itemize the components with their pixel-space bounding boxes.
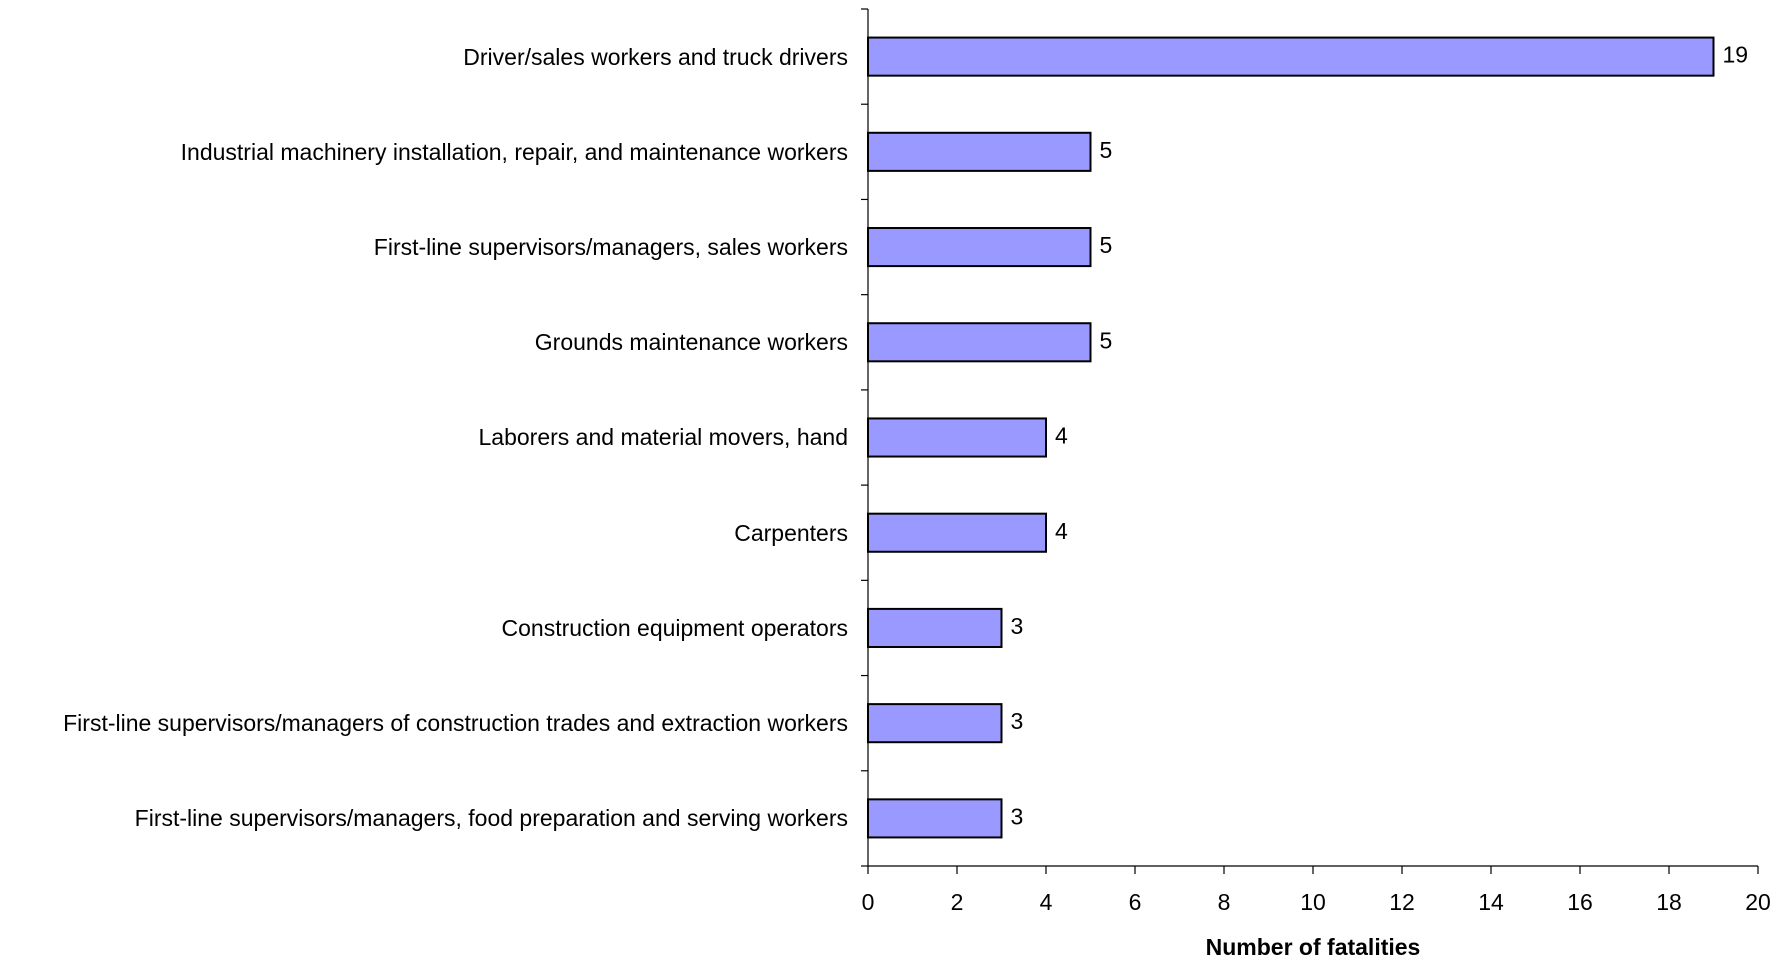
x-axis-title: Number of fatalities bbox=[1206, 934, 1421, 960]
x-tick-label: 14 bbox=[1478, 889, 1504, 915]
category-text: Construction equipment operators bbox=[501, 614, 848, 641]
category-text: Grounds maintenance workers bbox=[534, 329, 848, 356]
bar bbox=[867, 703, 1003, 744]
x-tick-label: 0 bbox=[862, 889, 875, 915]
category-text: First-line supervisors/managers of const… bbox=[63, 710, 848, 737]
x-tick-label: 2 bbox=[951, 889, 964, 915]
y-tick-label: Carpenters bbox=[0, 485, 848, 580]
y-tick-label: Construction equipment operators bbox=[0, 580, 848, 675]
y-tick-label: Laborers and material movers, hand bbox=[0, 390, 848, 485]
y-tick-label: First-line supervisors/managers, sales w… bbox=[0, 199, 848, 294]
bar bbox=[867, 131, 1092, 172]
data-label: 5 bbox=[1100, 232, 1113, 258]
category-text: Industrial machinery installation, repai… bbox=[180, 138, 848, 165]
y-tick-label: Driver/sales workers and truck drivers bbox=[0, 9, 848, 104]
data-label: 3 bbox=[1011, 803, 1024, 829]
y-tick-label: Grounds maintenance workers bbox=[0, 295, 848, 390]
data-label: 4 bbox=[1055, 518, 1068, 544]
bar bbox=[867, 322, 1092, 363]
x-tick-label: 18 bbox=[1656, 889, 1682, 915]
data-label: 5 bbox=[1100, 137, 1113, 163]
bar bbox=[867, 512, 1047, 553]
category-text: Laborers and material movers, hand bbox=[478, 424, 848, 451]
x-tick-label: 16 bbox=[1567, 889, 1593, 915]
x-tick-label: 20 bbox=[1745, 889, 1771, 915]
x-tick-label: 12 bbox=[1389, 889, 1415, 915]
bar bbox=[867, 798, 1003, 839]
data-label: 19 bbox=[1723, 42, 1749, 68]
x-tick-label: 4 bbox=[1040, 889, 1053, 915]
bar bbox=[867, 417, 1047, 458]
bar bbox=[867, 227, 1092, 268]
category-text: First-line supervisors/managers, food pr… bbox=[134, 805, 848, 832]
data-label: 4 bbox=[1055, 423, 1068, 449]
y-tick-label: First-line supervisors/managers, food pr… bbox=[0, 771, 848, 866]
y-tick-label: Industrial machinery installation, repai… bbox=[0, 104, 848, 199]
category-text: Driver/sales workers and truck drivers bbox=[463, 43, 848, 70]
y-tick-label: First-line supervisors/managers of const… bbox=[0, 676, 848, 771]
data-label: 3 bbox=[1011, 613, 1024, 639]
x-tick-label: 6 bbox=[1129, 889, 1142, 915]
category-text: First-line supervisors/managers, sales w… bbox=[373, 234, 848, 261]
data-label: 5 bbox=[1100, 327, 1113, 353]
bar bbox=[867, 607, 1003, 648]
category-text: Carpenters bbox=[734, 519, 848, 546]
x-tick-label: 10 bbox=[1300, 889, 1326, 915]
bar bbox=[867, 36, 1715, 77]
data-label: 3 bbox=[1011, 708, 1024, 734]
x-tick-label: 8 bbox=[1218, 889, 1231, 915]
